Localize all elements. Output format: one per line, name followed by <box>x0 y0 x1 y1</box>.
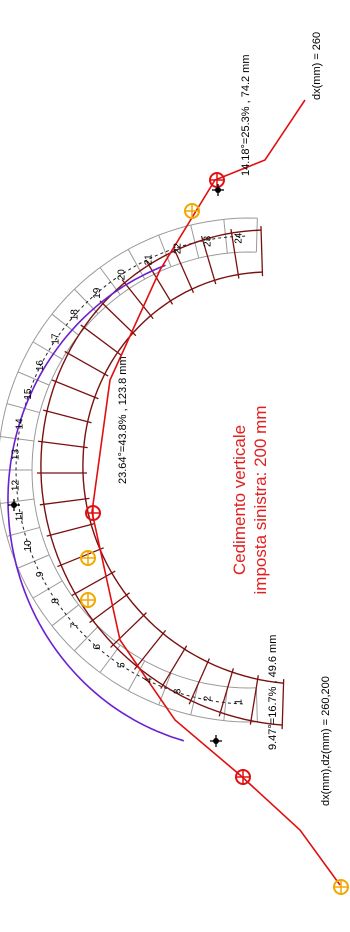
original-joint <box>51 313 79 336</box>
voussoir-number: 15 <box>23 388 34 400</box>
deformed-joint <box>51 379 99 400</box>
original-joint <box>32 580 63 599</box>
original-joint <box>99 644 121 673</box>
voussoir-number: 6 <box>92 644 103 650</box>
deformed-joint <box>46 522 96 537</box>
deformed-joint <box>172 246 195 294</box>
pressure-point-top <box>212 184 224 196</box>
voussoir-number: 2 <box>203 695 214 701</box>
deformed-joint <box>133 629 167 670</box>
original-joint <box>0 436 35 442</box>
deformed-joint <box>38 440 88 449</box>
title-line-1: Cedimento verticale <box>230 425 249 575</box>
annotation-middle-hinge: 23.64°=43.8% , 123.8 mm <box>117 356 129 484</box>
deformed-joint <box>218 668 235 717</box>
deformed-joint <box>71 570 116 597</box>
thrust-line <box>91 99 341 886</box>
annotation-bottom-displacement: dx(mm),dz(mm) = 260,200 <box>320 676 332 806</box>
pressure-curve <box>7 264 185 742</box>
voussoir-number: 22 <box>173 243 184 255</box>
dashed-reference-line <box>15 235 246 705</box>
original-joint <box>0 498 35 504</box>
voussoir-number: 21 <box>144 254 155 266</box>
original-joint <box>190 224 200 259</box>
original-joint <box>17 554 50 569</box>
voussoir-number: 24 <box>233 232 244 244</box>
voussoir-number: 23 <box>203 235 214 247</box>
deformed-joint <box>99 300 137 337</box>
voussoir-number: 4 <box>144 677 155 683</box>
voussoir-number: 14 <box>15 418 26 430</box>
deformed-joint <box>89 592 130 624</box>
annotation-top-displacement: dx(mm) = 260 <box>311 32 323 100</box>
voussoir-number: 20 <box>117 269 128 281</box>
original-joint <box>6 403 40 414</box>
pressure-point-bottom <box>210 735 222 747</box>
voussoir-number: 11 <box>15 510 26 521</box>
deformed-joint <box>200 235 217 285</box>
deformed-arch <box>37 226 285 730</box>
original-joint <box>158 234 172 267</box>
original-joint <box>127 249 146 280</box>
original-joint <box>127 660 146 691</box>
voussoir-number: 7 <box>70 622 81 628</box>
deformed-joint <box>281 679 285 730</box>
hinge-middle-red <box>85 505 101 521</box>
deformed-joint <box>42 409 92 424</box>
voussoir-number: 17 <box>51 333 62 345</box>
original-joint <box>74 626 99 652</box>
original-joint <box>255 687 258 722</box>
voussoir-number: 18 <box>70 309 81 321</box>
deformed-joint <box>121 279 154 320</box>
deformed-joint <box>110 612 147 648</box>
hinge-top-red <box>209 172 225 188</box>
hinge-yellow-1 <box>80 550 96 566</box>
deformed-joint <box>230 229 240 279</box>
voussoir-number: 1 <box>233 699 244 705</box>
original-joint <box>51 604 79 627</box>
voussoir-number: 16 <box>35 360 46 372</box>
pressure-point-crown <box>8 499 20 511</box>
curves <box>7 99 341 886</box>
title-line-2: imposta sinistra: 200 mm <box>251 406 270 595</box>
voussoir-number: 10 <box>23 540 34 552</box>
voussoir-number: 3 <box>173 688 184 694</box>
hinge-yellow-2 <box>80 592 96 608</box>
dashed-centerline <box>15 235 246 705</box>
hinge-support-yellow <box>333 879 349 895</box>
voussoir-number: 5 <box>117 662 128 668</box>
voussoir-number: 8 <box>51 598 62 604</box>
hinge-bottom-red <box>235 769 251 785</box>
deformed-joint <box>249 675 259 725</box>
annotation-top-hinge: 14.18°=25.3% , 74.2 mm <box>240 55 252 177</box>
hinge-top-yellow <box>184 203 200 219</box>
annotation-bottom-hinge: 9.47°=16.7% , 49.6 mm <box>267 635 279 750</box>
hinge-markers <box>8 172 349 895</box>
original-joint <box>190 681 200 716</box>
original-arch <box>0 217 258 723</box>
deformed-joint <box>39 497 90 506</box>
voussoir-number: 13 <box>11 449 22 461</box>
deformed-joint <box>188 658 210 705</box>
original-joint <box>74 288 99 314</box>
deformed-joint <box>260 226 264 277</box>
deformed-joint <box>160 645 188 689</box>
original-joint <box>32 341 63 360</box>
deformed-joint <box>80 324 122 356</box>
original-intrados <box>31 251 257 689</box>
voussoir-number: 19 <box>92 287 103 299</box>
original-joint <box>6 526 40 537</box>
original-joint <box>255 218 258 253</box>
original-joint <box>17 371 50 386</box>
deformed-joint <box>146 261 174 305</box>
voussoir-number: 9 <box>35 571 46 577</box>
original-joint <box>223 219 228 254</box>
deformed-joint <box>64 350 109 377</box>
voussoir-number: 12 <box>11 480 22 492</box>
